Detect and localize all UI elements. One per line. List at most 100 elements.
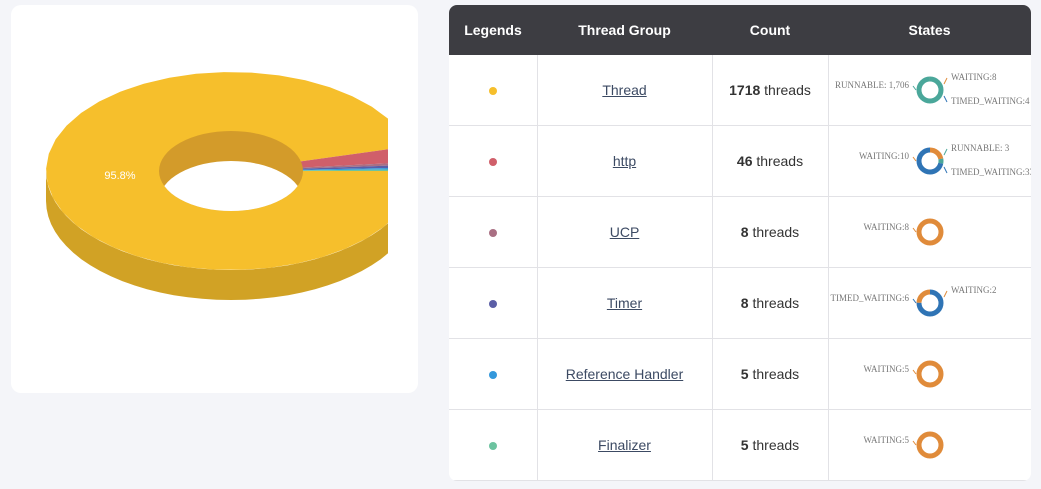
thread-count: 46	[736, 153, 753, 169]
leader-line	[912, 156, 916, 162]
donut-slice	[231, 169, 416, 171]
chart-card: 95.8%	[11, 5, 418, 393]
thread-count: 8	[740, 224, 749, 240]
table-row: Reference Handler 5 threads WAITING:5	[449, 338, 1031, 410]
group-link[interactable]: Timer	[606, 295, 643, 311]
group-cell: http	[537, 125, 713, 197]
column-header: Thread Group	[537, 5, 712, 55]
count-cell: 5 threads	[712, 338, 829, 410]
table-row: UCP 8 threads WAITING:8	[449, 196, 1031, 268]
state-arc	[916, 147, 943, 175]
thread-count: 1718	[729, 82, 761, 98]
state-arc	[916, 76, 943, 104]
group-cell: Reference Handler	[537, 338, 713, 410]
count-unit: threads	[756, 153, 804, 169]
leader-line	[912, 440, 916, 446]
leader-line	[912, 227, 916, 233]
state-arc	[916, 289, 943, 317]
table-row: Finalizer 5 threads WAITING:5	[449, 409, 1031, 481]
state-donut: WAITING:10 RUNNABLE: 3 TIMED_WAITING:33	[859, 143, 1032, 177]
donut-side	[46, 171, 416, 300]
states-cell: RUNNABLE: 1,706 WAITING:8 TIMED_WAITING:4	[828, 55, 1031, 126]
table-row: Timer 8 threads TIMED_WAITING:6 WAITING:2	[449, 267, 1031, 339]
state-label: WAITING:10	[859, 151, 909, 161]
state-donut: WAITING:5	[863, 360, 943, 388]
thread-table: Legends Thread Group Count States Thread 171…	[449, 5, 1031, 481]
group-link[interactable]: Reference Handler	[565, 366, 684, 382]
state-donut: WAITING:5	[863, 431, 943, 459]
legend-dot	[488, 229, 497, 237]
legend-cell	[449, 55, 538, 126]
legend-dot	[488, 158, 497, 166]
state-label: TIMED_WAITING:33	[951, 167, 1032, 177]
states-cell: WAITING:5	[828, 409, 1031, 481]
count-unit: threads	[752, 224, 800, 240]
state-label: RUNNABLE: 1,706	[835, 80, 909, 90]
legend-dot	[488, 300, 497, 308]
count-cell: 46 threads	[712, 125, 829, 197]
group-cell: Thread	[537, 55, 713, 126]
leader-line	[912, 369, 916, 375]
legend-dot	[488, 371, 497, 379]
state-label: TIMED_WAITING:6	[830, 293, 909, 303]
state-label: WAITING:8	[863, 222, 909, 232]
group-link[interactable]: UCP	[609, 224, 640, 240]
state-arc	[916, 147, 943, 175]
leader-line	[943, 95, 947, 103]
group-cell: Finalizer	[537, 409, 713, 481]
state-label: WAITING:2	[951, 285, 997, 295]
count-unit: threads	[752, 437, 800, 453]
table-row: Thread 1718 threads RUNNABLE: 1,706 WAITING…	[449, 55, 1031, 126]
group-cell: UCP	[537, 196, 713, 268]
thread-count: 5	[740, 366, 749, 382]
group-cell: Timer	[537, 267, 713, 339]
state-arc	[916, 431, 943, 459]
count-cell: 8 threads	[712, 196, 829, 268]
states-cell: WAITING:8	[828, 196, 1031, 268]
count-unit: threads	[752, 366, 800, 382]
states-cell: WAITING:5	[828, 338, 1031, 410]
leader-line	[943, 166, 947, 174]
thread-count: 8	[740, 295, 749, 311]
legend-cell	[449, 196, 538, 268]
states-cell: WAITING:10 RUNNABLE: 3 TIMED_WAITING:33	[828, 125, 1032, 197]
legend-dot	[488, 442, 497, 450]
slice-label: 95.8%	[104, 170, 135, 182]
state-arc	[916, 360, 943, 388]
column-header: States	[828, 5, 1031, 55]
state-label: WAITING:5	[863, 435, 909, 445]
state-label: WAITING:8	[951, 72, 997, 82]
count-unit: threads	[764, 82, 811, 98]
state-arc	[916, 218, 943, 246]
state-label: WAITING:5	[863, 364, 909, 374]
count-cell: 5 threads	[712, 409, 829, 481]
state-donut: TIMED_WAITING:6 WAITING:2	[830, 285, 997, 317]
legend-cell	[449, 267, 538, 339]
legend-cell	[449, 125, 538, 197]
table-row: http 46 threads WAITING:10 RUNNABLE: 3 TIMED…	[449, 125, 1032, 197]
leader-line	[943, 290, 947, 298]
leader-line	[912, 85, 916, 91]
state-label: RUNNABLE: 3	[951, 143, 1010, 153]
group-link[interactable]: http	[612, 153, 637, 169]
leader-line	[943, 77, 947, 85]
group-link[interactable]: Finalizer	[598, 437, 651, 453]
legend-cell	[449, 338, 538, 410]
leader-line	[912, 298, 916, 304]
count-unit: threads	[752, 295, 800, 311]
legend-cell	[449, 409, 538, 481]
donut-chart: 95.8%	[46, 72, 416, 300]
count-cell: 1718 threads	[712, 55, 829, 126]
group-link[interactable]: Thread	[602, 82, 647, 98]
state-arc	[916, 76, 943, 104]
legend-dot	[488, 87, 497, 95]
states-cell: TIMED_WAITING:6 WAITING:2	[828, 267, 1031, 339]
column-header: Legends	[449, 5, 537, 55]
leader-line	[943, 148, 947, 156]
column-header: Count	[712, 5, 828, 55]
state-donut: RUNNABLE: 1,706 WAITING:8 TIMED_WAITING:4	[835, 72, 1030, 106]
thread-count: 5	[740, 437, 749, 453]
hole-floor	[159, 161, 303, 211]
state-label: TIMED_WAITING:4	[951, 96, 1030, 106]
